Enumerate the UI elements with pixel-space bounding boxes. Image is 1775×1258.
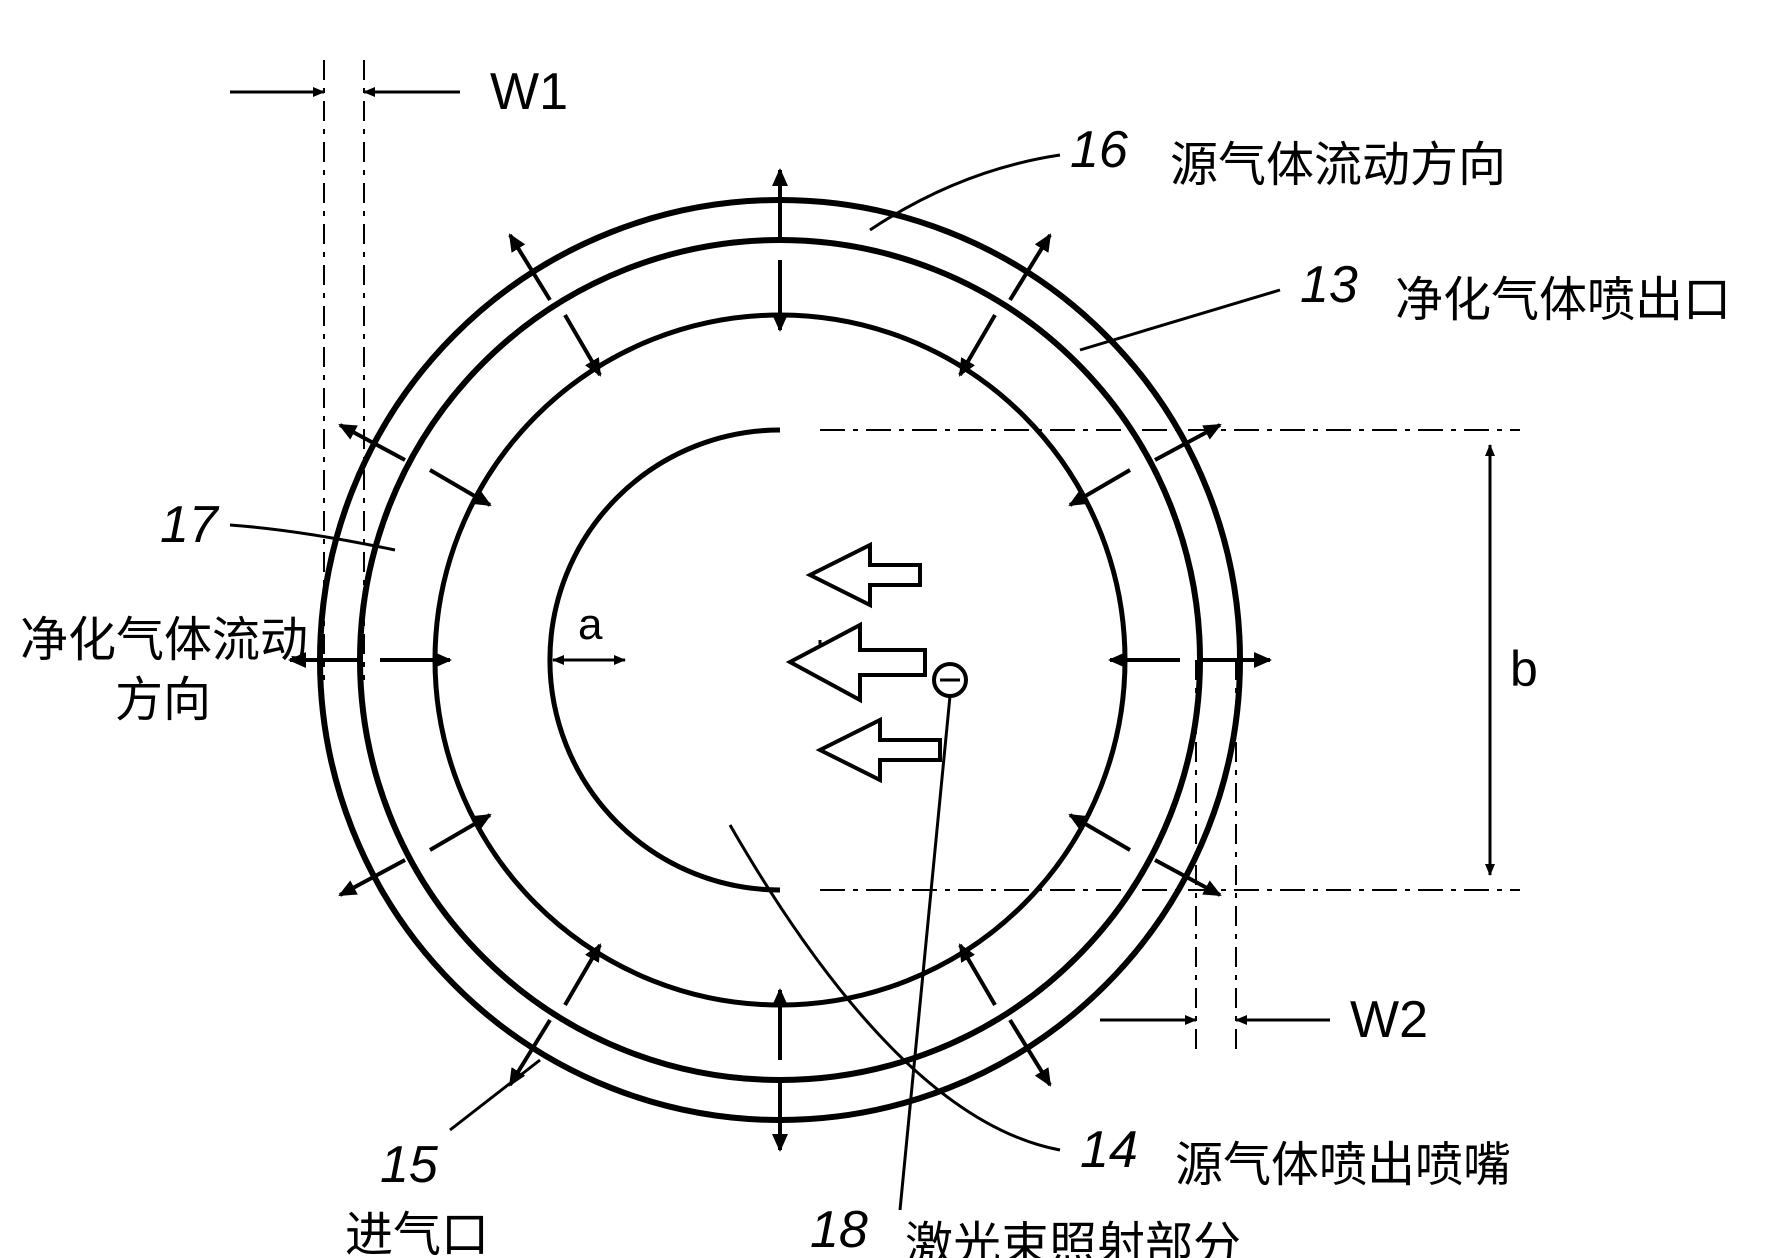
label-14-text: 源气体喷出喷嘴: [1175, 1125, 1511, 1195]
inner-boundary: [435, 315, 1125, 1005]
label-w2: W2: [1350, 990, 1428, 1050]
hollow-arrows-group: [790, 545, 940, 780]
label-15-num: 15: [380, 1135, 438, 1195]
label-17-num: 17: [160, 495, 218, 555]
inward-arrows-17: [380, 260, 1180, 1060]
label-13-num: 13: [1300, 255, 1358, 315]
label-17-line2: 方向: [115, 660, 211, 730]
label-16-num: 16: [1070, 120, 1128, 180]
label-13-text: 净化气体喷出口: [1395, 260, 1731, 330]
diagram-root: W1 W2 a b 16 源气体流动方向 13 净化气体喷出口 17 净化气体流…: [0, 0, 1775, 1258]
label-w1: W1: [490, 62, 568, 122]
label-b: b: [1510, 640, 1538, 698]
label-18-text: 激光束照射部分: [905, 1205, 1241, 1258]
label-15-text: 进气口: [345, 1195, 489, 1258]
label-18-num: 18: [810, 1200, 868, 1258]
outer-ring-outer: [320, 200, 1240, 1120]
outer-ring-inner: [360, 240, 1200, 1080]
label-16-text: 源气体流动方向: [1170, 125, 1506, 195]
label-a: a: [578, 600, 602, 650]
label-14-num: 14: [1080, 1120, 1138, 1180]
w2-dimension: [1100, 660, 1330, 1050]
